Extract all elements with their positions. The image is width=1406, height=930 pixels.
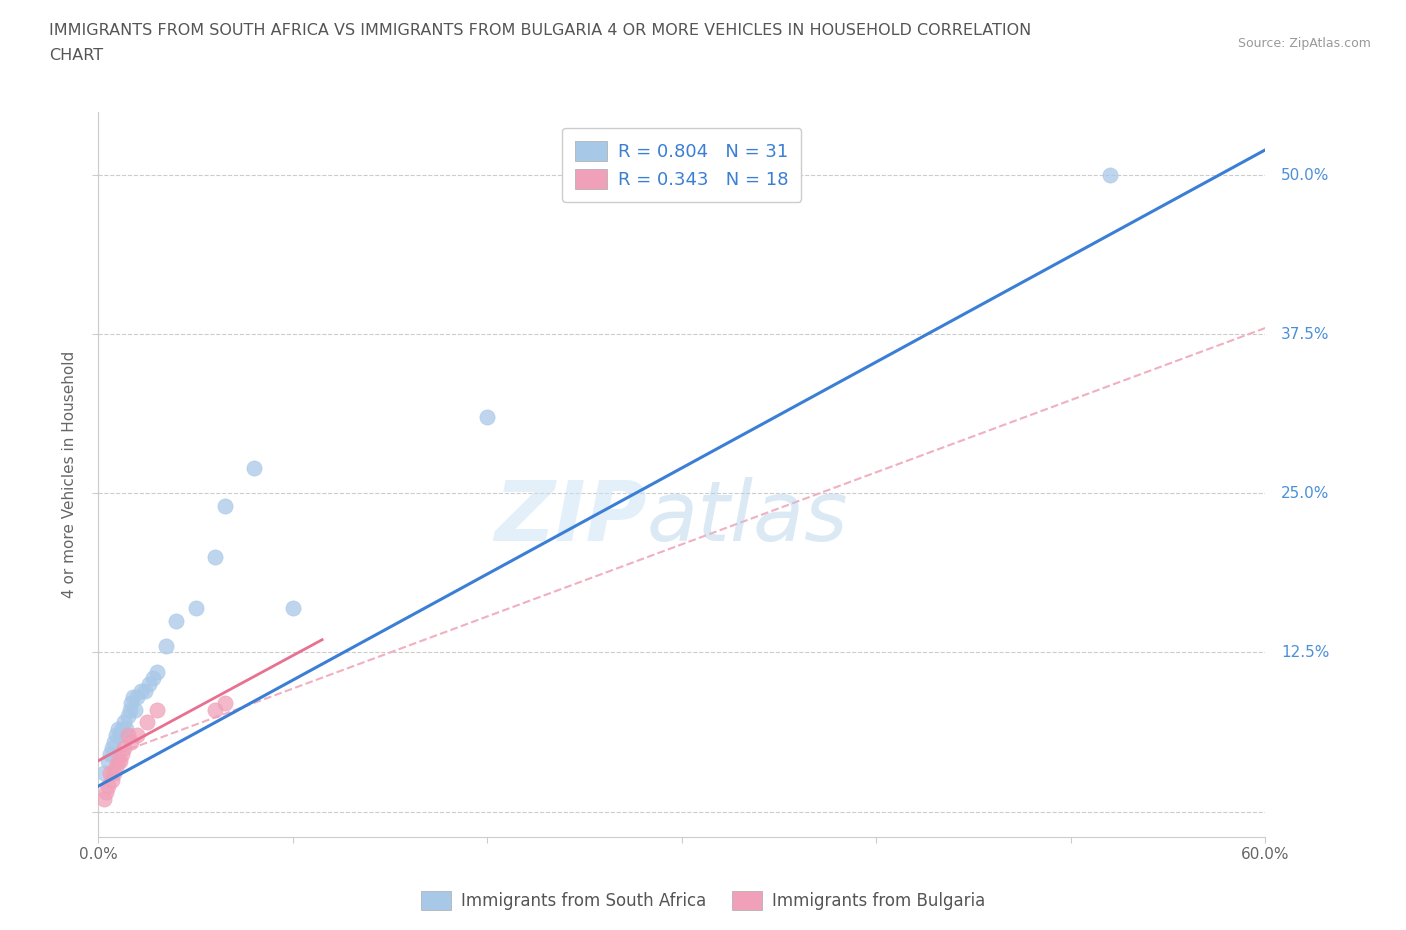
Point <box>127 728 149 743</box>
Point <box>136 715 159 730</box>
Text: 25.0%: 25.0% <box>1281 485 1329 501</box>
Point <box>165 613 187 628</box>
Point <box>204 550 226 565</box>
Point <box>122 689 145 704</box>
Point <box>124 702 146 717</box>
Text: IMMIGRANTS FROM SOUTH AFRICA VS IMMIGRANTS FROM BULGARIA 4 OR MORE VEHICLES IN H: IMMIGRANTS FROM SOUTH AFRICA VS IMMIGRAN… <box>49 23 1032 38</box>
Point <box>111 747 134 762</box>
Point <box>121 734 143 749</box>
Text: CHART: CHART <box>49 48 103 63</box>
Point <box>184 601 207 616</box>
Point <box>142 671 165 685</box>
Text: Source: ZipAtlas.com: Source: ZipAtlas.com <box>1237 37 1371 50</box>
Point <box>129 684 152 698</box>
Point <box>97 778 120 793</box>
Point <box>281 601 304 616</box>
Point <box>214 696 236 711</box>
Point <box>155 639 177 654</box>
Point <box>118 702 141 717</box>
Text: atlas: atlas <box>647 477 849 558</box>
Point <box>107 753 129 768</box>
Legend: R = 0.804   N = 31, R = 0.343   N = 18: R = 0.804 N = 31, R = 0.343 N = 18 <box>562 128 801 202</box>
Point <box>101 740 124 755</box>
Point <box>104 728 127 743</box>
Point <box>127 689 149 704</box>
Point <box>243 460 266 475</box>
Point <box>101 772 124 787</box>
Point <box>98 747 121 762</box>
Point <box>214 498 236 513</box>
Point <box>96 785 118 800</box>
Point <box>204 702 226 717</box>
Text: 50.0%: 50.0% <box>1281 167 1329 182</box>
Point <box>138 677 160 692</box>
Point <box>104 760 127 775</box>
Point <box>97 753 120 768</box>
Point <box>146 702 169 717</box>
Point <box>103 766 125 781</box>
Point <box>477 409 499 424</box>
Point <box>114 722 136 737</box>
Point <box>103 734 125 749</box>
Point <box>1098 167 1121 182</box>
Point <box>134 684 156 698</box>
Y-axis label: 4 or more Vehicles in Household: 4 or more Vehicles in Household <box>62 351 77 598</box>
Point <box>121 696 143 711</box>
Point <box>93 791 115 806</box>
Point <box>93 766 115 781</box>
Point <box>117 728 139 743</box>
Text: 37.5%: 37.5% <box>1281 326 1330 342</box>
Point <box>108 753 131 768</box>
Text: 12.5%: 12.5% <box>1281 645 1329 660</box>
Point <box>107 722 129 737</box>
Point <box>112 740 135 755</box>
Point <box>98 766 121 781</box>
Legend: Immigrants from South Africa, Immigrants from Bulgaria: Immigrants from South Africa, Immigrants… <box>415 884 991 917</box>
Point <box>108 728 131 743</box>
Text: ZIP: ZIP <box>495 477 647 558</box>
Point <box>117 709 139 724</box>
Point <box>146 664 169 679</box>
Point <box>112 715 135 730</box>
Point <box>111 722 134 737</box>
